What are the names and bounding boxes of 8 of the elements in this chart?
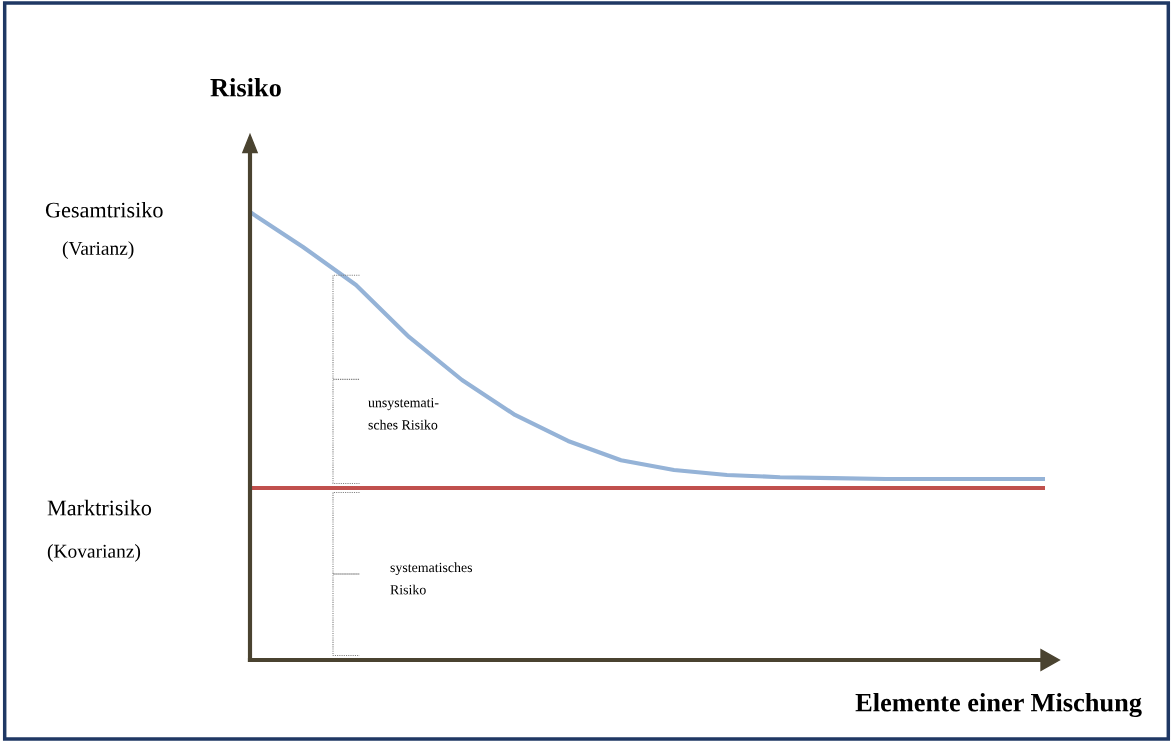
text: Marktrisiko bbox=[47, 499, 152, 516]
text: (Varianz) bbox=[62, 241, 134, 259]
text: Gesamtrisiko bbox=[45, 201, 163, 218]
annotation: systematisches Risiko bbox=[390, 562, 473, 595]
x-axis-title: Elemente einer Mischung bbox=[855, 692, 1142, 718]
y-axis-title: Risiko bbox=[210, 78, 281, 97]
annotation: unsystemati- sches Risiko bbox=[368, 397, 439, 430]
text: (Kovarianz) bbox=[47, 544, 141, 562]
